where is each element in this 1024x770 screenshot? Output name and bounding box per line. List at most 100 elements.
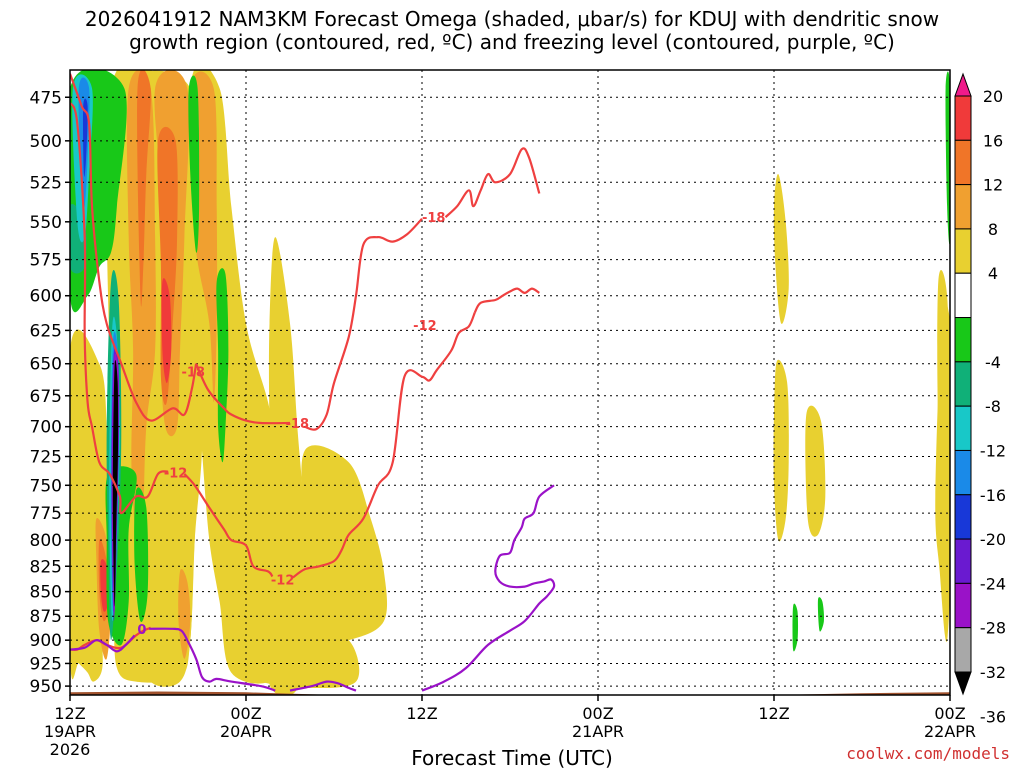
dgz-contour-1 [195, 363, 291, 425]
colorbar-swatch--16 [954, 405, 972, 451]
colorbar-swatch--28 [954, 538, 972, 584]
omega-region-neg4-27 [792, 603, 799, 652]
y-tick-label: 825 [30, 557, 62, 577]
colorbar-swatch-12 [954, 139, 972, 186]
colorbar-label: -28 [980, 619, 1006, 638]
colorbar-label: -20 [980, 530, 1006, 549]
y-tick-label: 875 [30, 607, 62, 627]
x-tick-date: 21APR [572, 722, 624, 741]
dgz-contour-4 [70, 102, 169, 515]
x-tick-label: 00Z [934, 704, 965, 723]
freezing-contour-1 [149, 627, 276, 692]
x-tick-label: 00Z [230, 704, 261, 723]
omega-region-4-5 [301, 445, 388, 652]
freezing-contour-2 [421, 484, 556, 692]
y-tick-label: 850 [30, 583, 62, 603]
colorbar-swatch--12 [954, 361, 972, 407]
freezing-contour-0 [70, 634, 136, 653]
dgz-contour-label: -12 [164, 467, 188, 482]
omega-region-neg4-26 [216, 268, 229, 463]
y-tick-label: 950 [30, 677, 62, 697]
colorbar-label: -24 [980, 574, 1006, 593]
colorbar-swatch--36 [954, 627, 972, 673]
omega-region-4-9 [805, 405, 826, 537]
y-tick-label: 725 [30, 447, 62, 467]
colorbar-label: 16 [983, 131, 1003, 150]
x-tick-date: 22APR [924, 722, 976, 741]
y-tick-label: 900 [30, 631, 62, 651]
omega-region-12-17 [137, 70, 151, 307]
colorbar-top-arrow [954, 72, 972, 97]
chart-title-line-1: 2026041912 NAM3KM Forecast Omega (shaded… [84, 7, 940, 31]
dgz-contour-5 [183, 473, 274, 578]
omega-region-neg4-29 [945, 71, 950, 245]
y-tick-label: 775 [30, 504, 62, 524]
colorbar-label: -4 [985, 353, 1001, 372]
freezing-contour-3 [289, 680, 357, 692]
y-tick-label: 700 [30, 418, 62, 438]
colorbar-swatch--4 [954, 272, 972, 319]
dgz-contour-label: -18 [181, 366, 205, 381]
omega-region-8-16 [178, 569, 191, 659]
terrain-ground [70, 691, 950, 695]
y-tick-label: 625 [30, 321, 62, 341]
colorbar-label: 8 [988, 220, 998, 239]
omega-region-4-4 [268, 237, 308, 695]
y-tick-label: 750 [30, 476, 62, 496]
dgz-contour-7 [473, 287, 540, 314]
dgz-contour-2 [304, 217, 423, 431]
dendritic-growth-contours [70, 73, 541, 652]
colorbar-swatch--24 [954, 494, 972, 540]
omega-region-neg4-28 [817, 597, 825, 632]
dgz-contour-label: -12 [413, 319, 437, 334]
omega-region-neg20-36 [82, 98, 88, 177]
dgz-contour-label: -18 [286, 417, 310, 432]
omega-region-8-12 [126, 70, 156, 583]
y-tick-label: 500 [30, 132, 62, 152]
y-tick-label: 600 [30, 287, 62, 307]
x-tick-date: 20APR [220, 722, 272, 741]
dgz-contour-3 [444, 147, 541, 218]
colorbar-label: 4 [988, 264, 998, 283]
omega-region-neg4-24 [134, 487, 149, 623]
y-tick-label: 800 [30, 531, 62, 551]
x-tick-label: 12Z [54, 704, 85, 723]
colorbar-label: -8 [985, 397, 1001, 416]
grid-lines [70, 70, 950, 695]
x-tick-label: 00Z [582, 704, 613, 723]
x-axis-title: Forecast Time (UTC) [411, 746, 613, 770]
plot-frame [69, 69, 951, 696]
omega-region-4-7 [773, 173, 789, 324]
freezing-level-contours [70, 484, 556, 692]
colorbar-label: -32 [980, 663, 1006, 682]
y-tick-label: 675 [30, 387, 62, 407]
dgz-contour-0 [70, 73, 198, 422]
y-tick-label: 925 [30, 654, 62, 674]
colorbar-swatch-16 [954, 95, 972, 141]
x-tick-date: 19APR [44, 722, 96, 741]
credit-text: coolwx.com/models [846, 744, 1010, 763]
colorbar-label: -36 [980, 707, 1006, 726]
dgz-contour-label: -18 [422, 211, 446, 226]
y-axis-pressure: 475 500 525 550 575 600 625 650 675 700 725 750 775 8… [30, 88, 70, 697]
x-tick-label: 12Z [406, 704, 437, 723]
colorbar-label: -16 [980, 486, 1006, 505]
colorbar: 20 16 12 8 4 -4 -8 -12 -16 -20 -24 -28 -32 -36 [954, 72, 1006, 726]
y-tick-label: 475 [30, 88, 62, 108]
y-tick-label: 550 [30, 213, 62, 233]
colorbar-label: 20 [983, 87, 1003, 106]
x-tick-label: 12Z [758, 704, 789, 723]
omega-region-16-21 [100, 559, 109, 612]
y-tick-label: 525 [30, 173, 62, 193]
colorbar-swatch-8 [954, 184, 972, 230]
chart-title-line-2: growth region (contoured, red, ºC) and f… [129, 30, 895, 54]
colorbar-swatch--8 [954, 317, 972, 363]
contour-labels: -18 -18 -18 -12 -12 -12 0 [137, 211, 445, 638]
omega-region-4-6 [227, 617, 360, 689]
dgz-contour-label: -12 [271, 574, 295, 589]
colorbar-swatch-4 [954, 228, 972, 274]
colorbar-swatch--20 [954, 449, 972, 496]
colorbar-swatch--32 [954, 582, 972, 629]
